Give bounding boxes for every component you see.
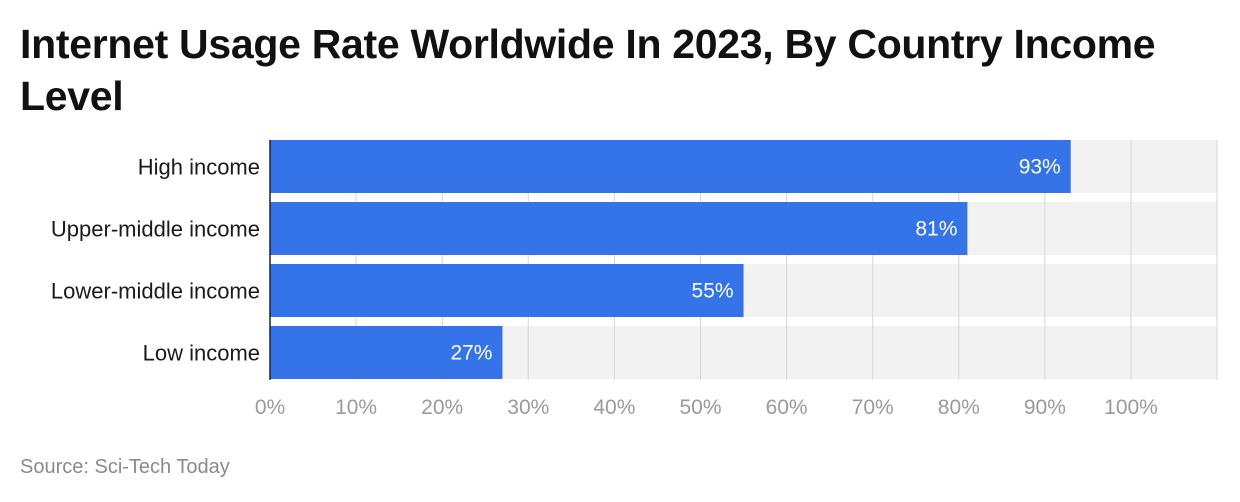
x-tick-label: 80% [938,396,980,419]
x-tick-label: 0% [255,396,285,419]
x-tick-label: 90% [1024,396,1066,419]
source-note: Source: Sci-Tech Today [20,456,230,478]
x-tick-label: 30% [507,396,549,419]
bar-chart: High income Upper-middle income Lower-midd… [51,140,1218,419]
category-label: Low income [143,341,260,366]
x-tick-label: 100% [1104,396,1158,419]
category-label: Upper-middle income [51,217,260,242]
x-tick-label: 50% [679,396,721,419]
category-label: High income [138,155,260,180]
data-label: 93% [1019,156,1061,179]
x-tick-label: 10% [335,396,377,419]
bar [270,264,744,317]
bar [270,202,968,255]
data-label: 55% [692,280,734,303]
x-tick-label: 70% [852,396,894,419]
x-tick-label: 40% [593,396,635,419]
x-tick-label: 20% [421,396,463,419]
bar [270,326,503,379]
data-label: 27% [450,342,492,365]
chart-title: Internet Usage Rate Worldwide In 2023, B… [20,21,1156,119]
category-label: Lower-middle income [51,279,260,304]
data-label: 81% [915,218,957,241]
bar [270,140,1071,193]
x-tick-label: 60% [766,396,808,419]
